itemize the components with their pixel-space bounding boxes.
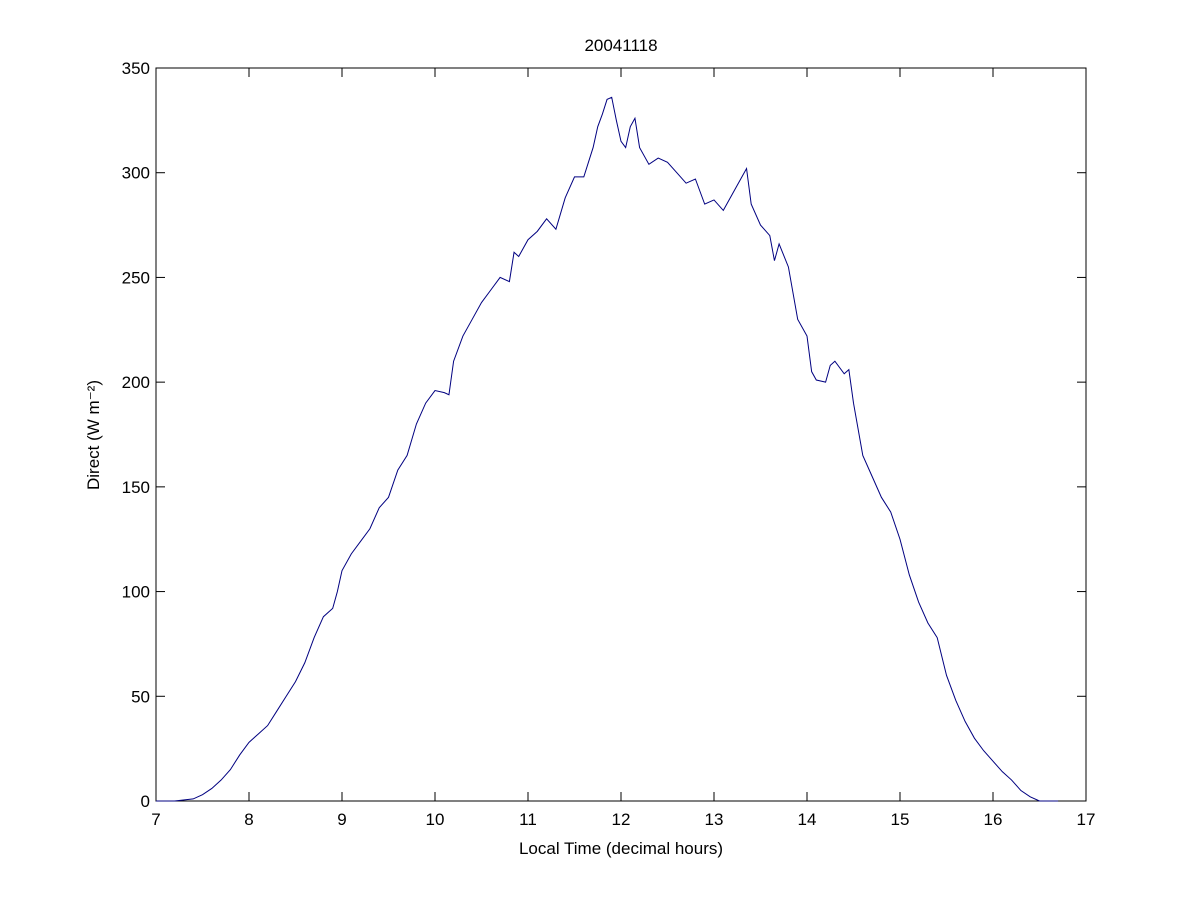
y-tick-label: 250 (122, 268, 150, 287)
y-tick-label: 350 (122, 59, 150, 78)
x-tick-label: 16 (984, 810, 1003, 829)
y-tick-label: 0 (141, 792, 150, 811)
y-axis-label: Direct (W m⁻²) (84, 380, 103, 490)
chart-title: 20041118 (584, 36, 657, 55)
plot-box (155, 67, 1087, 802)
x-tick-label: 12 (612, 810, 631, 829)
x-tick-label: 11 (519, 810, 537, 829)
x-tick-label: 17 (1077, 810, 1096, 829)
x-tick-label: 9 (337, 810, 346, 829)
x-tick-label: 13 (705, 810, 724, 829)
x-tick-label: 7 (151, 810, 160, 829)
y-tick-label: 100 (122, 583, 150, 602)
y-tick-label: 50 (131, 687, 150, 706)
x-tick-label: 10 (426, 810, 445, 829)
x-tick-label: 14 (798, 810, 817, 829)
y-tick-label: 300 (122, 164, 150, 183)
y-tick-label: 150 (122, 478, 150, 497)
x-tick-label: 15 (891, 810, 910, 829)
data-line (156, 96, 1059, 802)
x-tick-label: 8 (244, 810, 253, 829)
y-tick-label: 200 (122, 373, 150, 392)
x-axis-label: Local Time (decimal hours) (519, 839, 723, 858)
